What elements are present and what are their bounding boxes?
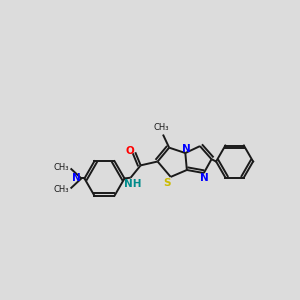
Text: S: S [163,178,171,188]
Text: N: N [72,173,81,183]
Text: CH₃: CH₃ [53,163,69,172]
Text: O: O [125,146,134,157]
Text: N: N [200,173,209,183]
Text: NH: NH [124,179,142,189]
Text: CH₃: CH₃ [154,123,169,132]
Text: CH₃: CH₃ [53,185,69,194]
Text: N: N [182,144,190,154]
